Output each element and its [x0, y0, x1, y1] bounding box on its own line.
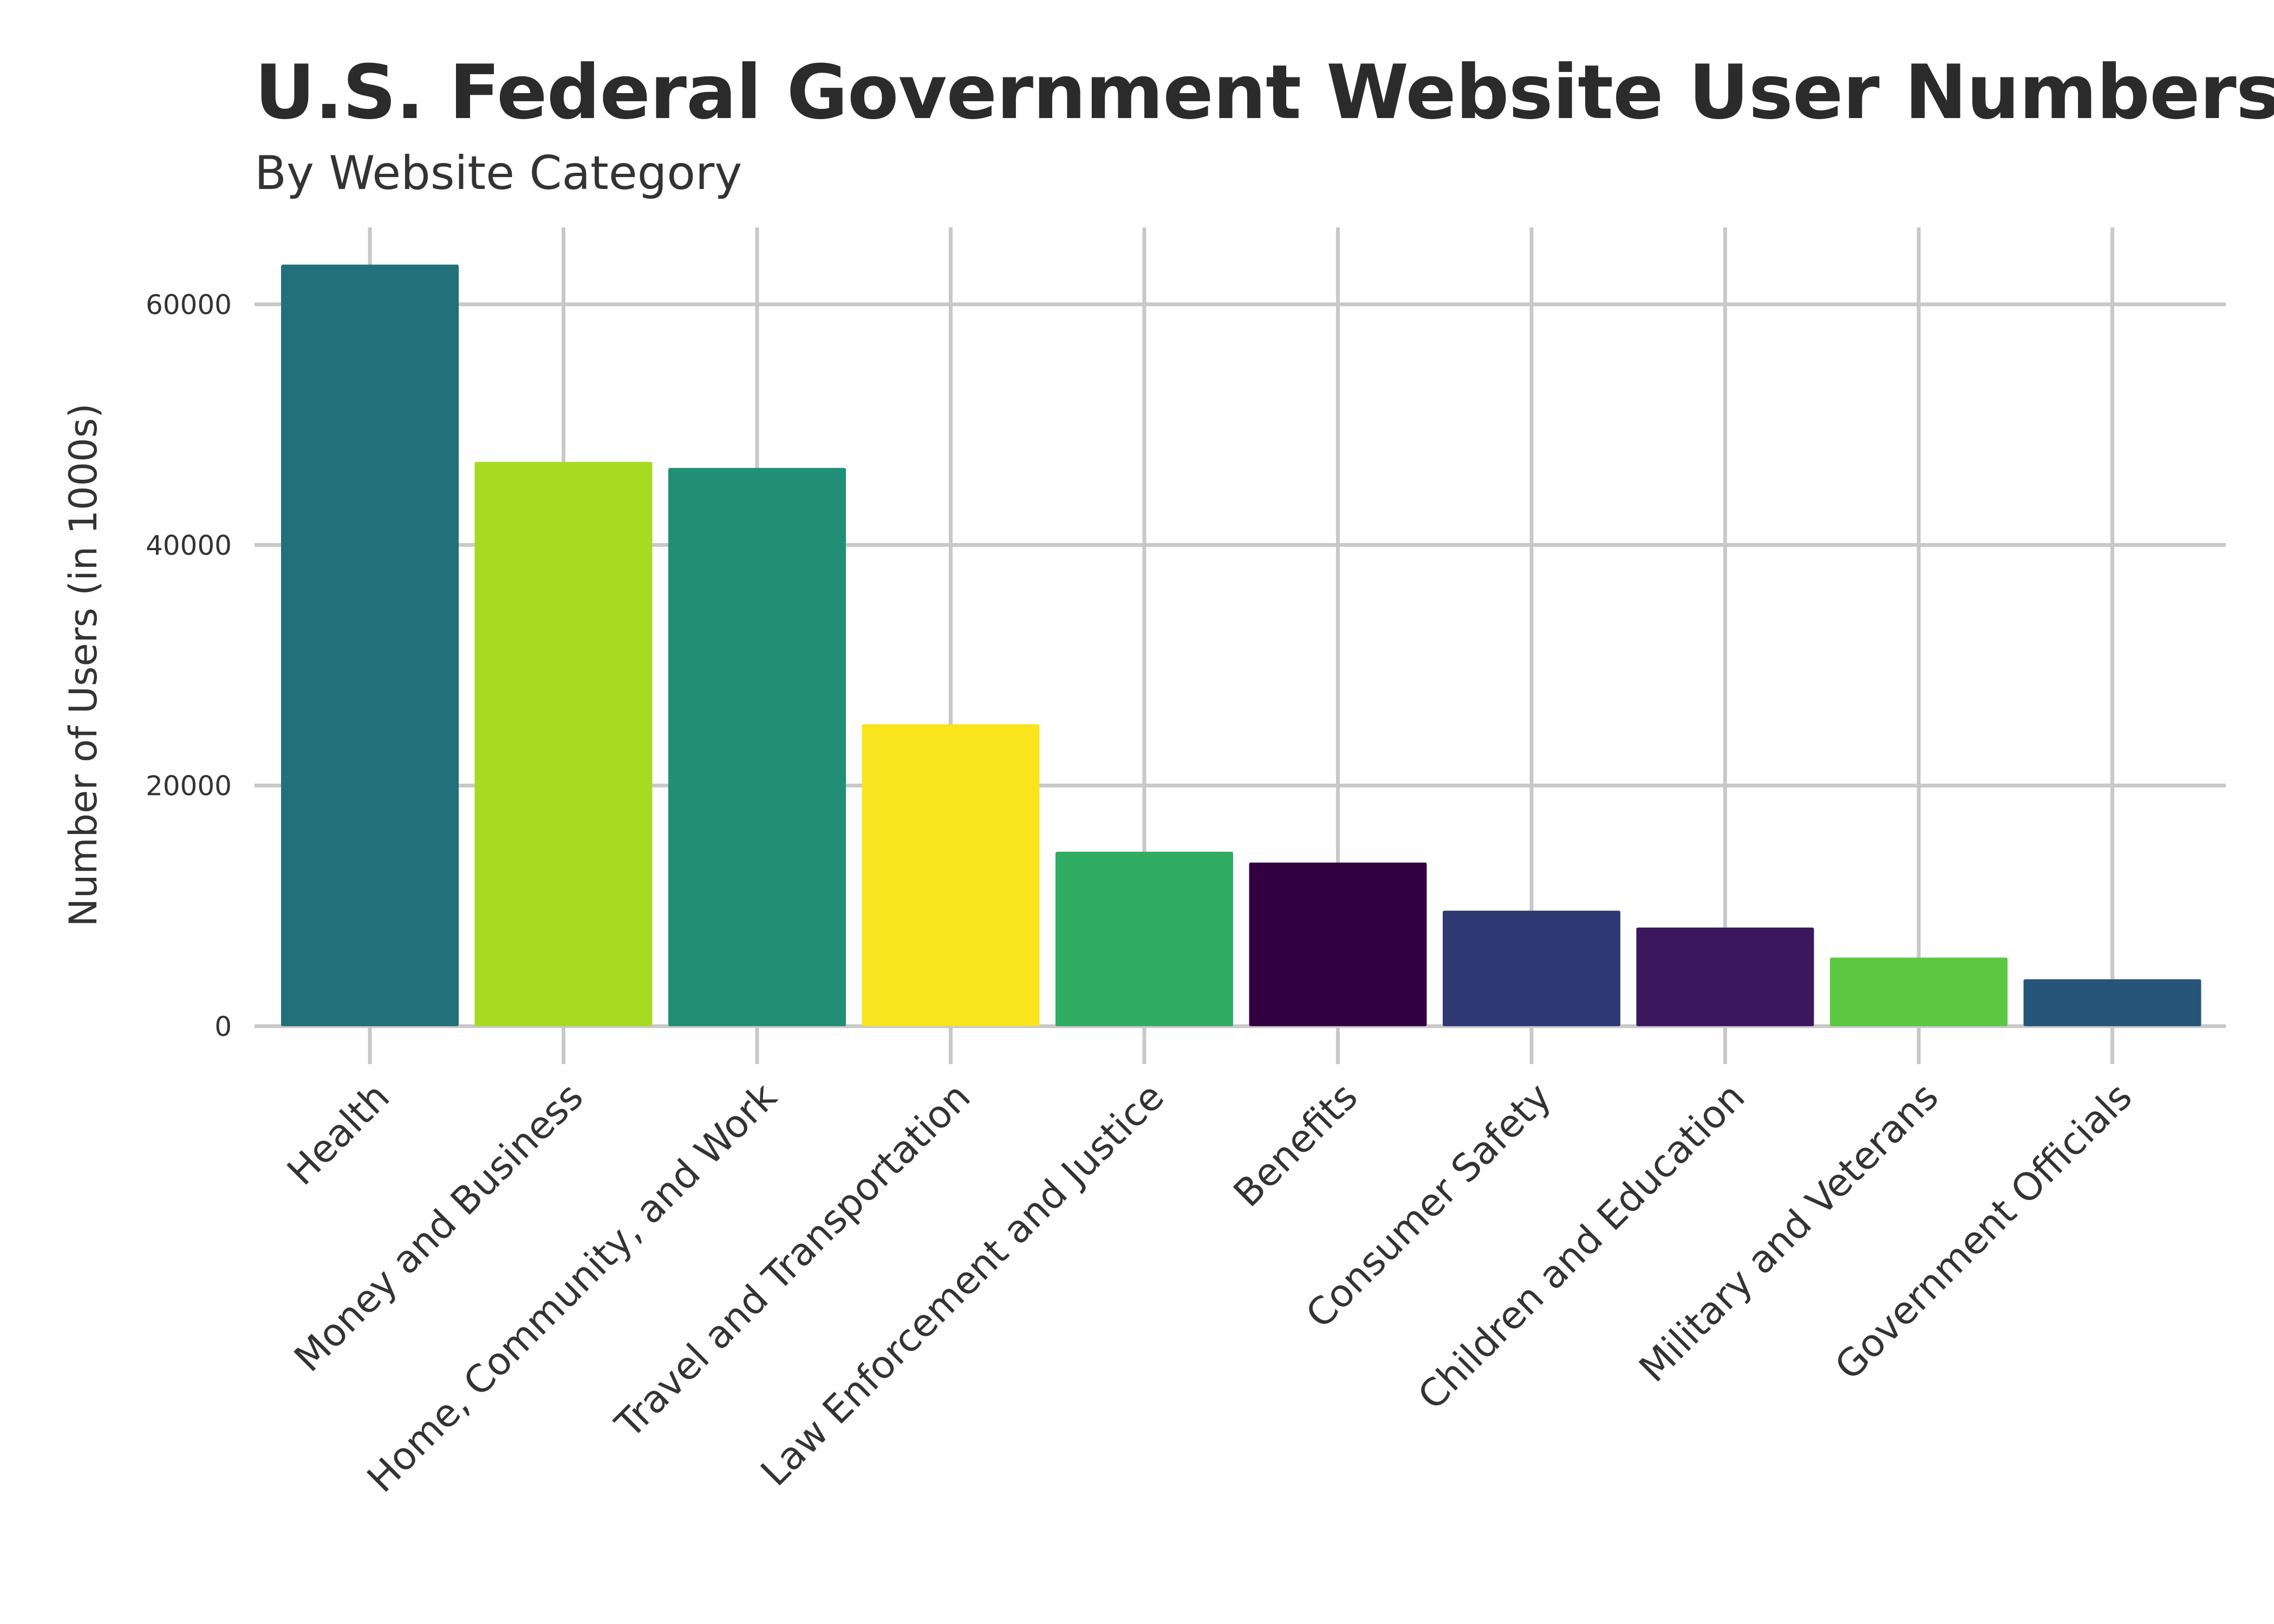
bar	[1443, 910, 1620, 1026]
x-tick-label: Children and Education	[1410, 1074, 1754, 1418]
bar	[281, 264, 459, 1026]
bar	[668, 468, 846, 1026]
x-tick-label: Travel and Transportation	[607, 1074, 979, 1447]
bar	[1055, 851, 1233, 1026]
y-tick-labels: 0 20000 40000 60000	[146, 289, 232, 1042]
y-tick-label: 0	[214, 1011, 232, 1042]
chart-subtitle: By Website Category	[255, 146, 742, 200]
bar	[2023, 979, 2201, 1026]
x-tick-label: Benefits	[1225, 1074, 1366, 1216]
x-tick-label: Home, Community, and Work	[359, 1074, 785, 1501]
bar	[474, 462, 653, 1026]
y-tick-label: 40000	[146, 530, 232, 561]
bar	[1636, 927, 1814, 1026]
chart-title: U.S. Federal Government Website User Num…	[255, 49, 2274, 136]
bars	[281, 264, 2201, 1026]
y-tick-label: 60000	[146, 289, 232, 321]
bar	[862, 724, 1040, 1026]
y-tick-label: 20000	[146, 771, 232, 802]
y-axis-title: Number of Users (in 1000s)	[61, 403, 106, 927]
bar	[1249, 862, 1427, 1026]
bar	[1830, 957, 2008, 1026]
x-tick-label: Health	[279, 1074, 399, 1194]
x-tick-label: Law Enforcement and Justice	[752, 1074, 1172, 1495]
